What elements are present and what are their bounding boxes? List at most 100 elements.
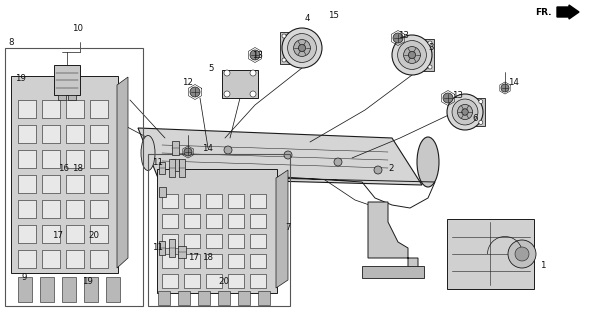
Bar [169, 159, 175, 177]
Polygon shape [117, 77, 128, 268]
Text: 20: 20 [218, 277, 229, 286]
Circle shape [282, 34, 286, 38]
Bar [90, 250, 108, 268]
Bar [184, 234, 200, 248]
Bar [162, 194, 178, 208]
Bar [159, 241, 165, 255]
Bar [184, 194, 200, 208]
Bar [62, 277, 76, 302]
Bar [18, 225, 36, 243]
Circle shape [298, 34, 302, 38]
Bar [106, 277, 120, 302]
Text: 2: 2 [388, 164, 393, 172]
Bar [250, 214, 266, 228]
Circle shape [452, 99, 478, 125]
Text: 18: 18 [72, 164, 83, 172]
Circle shape [250, 50, 260, 60]
Polygon shape [276, 170, 288, 288]
FancyBboxPatch shape [157, 169, 277, 293]
Bar [18, 175, 36, 193]
Bar [258, 291, 270, 305]
Bar [228, 214, 244, 228]
Text: 14: 14 [202, 143, 213, 153]
Circle shape [334, 158, 342, 166]
Text: 9: 9 [22, 274, 27, 283]
Circle shape [298, 58, 302, 62]
Circle shape [250, 70, 256, 76]
Bar [66, 100, 84, 118]
Bar [42, 150, 60, 168]
FancyBboxPatch shape [11, 76, 118, 273]
Bar [238, 291, 250, 305]
Circle shape [288, 34, 316, 62]
Circle shape [250, 91, 256, 97]
Bar [171, 159, 179, 171]
Text: 6: 6 [472, 114, 477, 123]
Bar [206, 214, 222, 228]
Polygon shape [368, 202, 418, 268]
Bar [18, 250, 36, 268]
Polygon shape [138, 128, 422, 185]
Circle shape [224, 91, 230, 97]
Bar [42, 200, 60, 218]
Ellipse shape [141, 135, 155, 171]
Bar [228, 274, 244, 288]
Bar [42, 125, 60, 143]
Bar [18, 125, 36, 143]
Bar [206, 274, 222, 288]
Bar [362, 266, 424, 278]
Circle shape [428, 41, 432, 45]
Bar [58, 95, 66, 100]
Bar [162, 254, 178, 268]
Bar [66, 125, 84, 143]
Bar [162, 274, 178, 288]
Bar [5, 48, 143, 306]
Circle shape [224, 146, 232, 154]
Circle shape [408, 52, 415, 59]
Text: FR.: FR. [535, 7, 551, 17]
Text: 17: 17 [52, 230, 63, 239]
Bar [178, 246, 186, 258]
Bar [90, 200, 108, 218]
Bar [66, 200, 84, 218]
Text: 10: 10 [72, 23, 83, 33]
Text: 13: 13 [452, 91, 463, 100]
Bar [158, 291, 170, 305]
Text: 12: 12 [182, 77, 193, 86]
Bar [18, 150, 36, 168]
Bar [184, 214, 200, 228]
Bar [198, 291, 210, 305]
Text: 20: 20 [88, 230, 99, 239]
Circle shape [294, 40, 311, 56]
Bar [90, 150, 108, 168]
Bar [66, 175, 84, 193]
Circle shape [282, 28, 322, 68]
Bar [90, 100, 108, 118]
Bar [228, 234, 244, 248]
Bar [228, 194, 244, 208]
Polygon shape [222, 70, 258, 98]
Bar [159, 162, 165, 174]
Bar [463, 98, 485, 126]
Circle shape [403, 47, 420, 63]
Bar [42, 250, 60, 268]
Circle shape [393, 33, 403, 43]
Circle shape [458, 104, 473, 120]
Bar [66, 250, 84, 268]
Bar [42, 100, 60, 118]
Bar [90, 125, 108, 143]
Bar [54, 65, 80, 95]
Text: 5: 5 [208, 63, 213, 73]
Bar [250, 254, 266, 268]
Text: 4: 4 [305, 13, 311, 22]
Circle shape [224, 70, 230, 76]
Bar [410, 39, 434, 71]
FancyArrow shape [557, 5, 579, 19]
Circle shape [508, 240, 536, 268]
Bar [148, 154, 290, 306]
Bar [162, 234, 178, 248]
Bar [84, 277, 98, 302]
Bar [69, 95, 76, 100]
Bar [18, 200, 36, 218]
Text: 19: 19 [15, 74, 26, 83]
